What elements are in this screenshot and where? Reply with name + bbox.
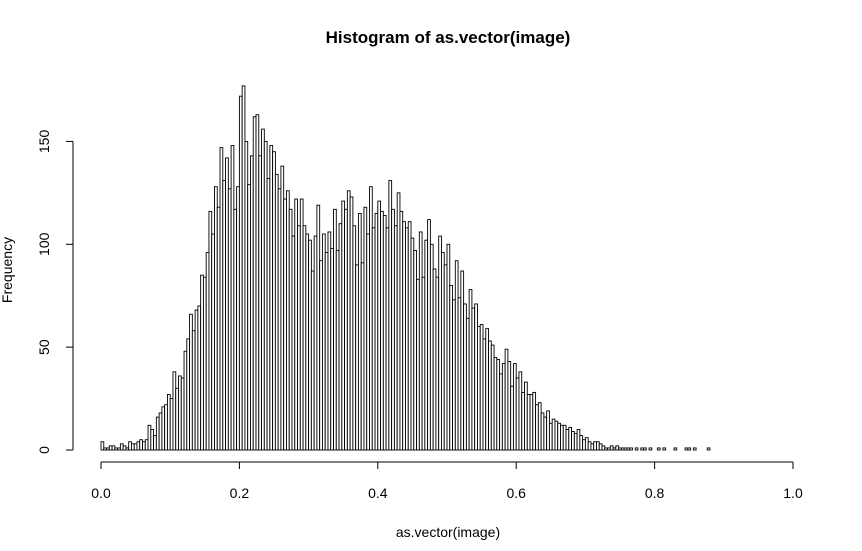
x-tick-label: 0.8 bbox=[645, 485, 665, 501]
x-axis-ticks: 0.0 0.2 0.4 0.6 0.8 1.0 bbox=[91, 462, 803, 501]
y-axis-label: Frequency bbox=[0, 237, 15, 303]
y-tick-label: 100 bbox=[36, 232, 52, 256]
x-axis-label: as.vector(image) bbox=[396, 524, 500, 540]
histogram-bar bbox=[648, 447, 653, 451]
x-tick-label: 0.4 bbox=[368, 485, 388, 501]
x-tick-label: 1.0 bbox=[783, 485, 803, 501]
y-axis-ticks: 0 50 100 150 bbox=[36, 130, 73, 454]
x-tick-label: 0.6 bbox=[506, 485, 526, 501]
histogram-bar bbox=[692, 447, 697, 451]
histogram-bar bbox=[706, 447, 711, 451]
histogram-bars bbox=[100, 85, 711, 451]
histogram-bar bbox=[629, 447, 633, 451]
y-tick-label: 50 bbox=[36, 339, 52, 355]
histogram-bar bbox=[662, 447, 667, 451]
histogram-bar bbox=[687, 447, 692, 451]
x-tick-label: 0.2 bbox=[230, 485, 250, 501]
y-tick-label: 0 bbox=[36, 446, 52, 454]
histogram-bar bbox=[100, 441, 105, 451]
histogram-bar bbox=[656, 447, 661, 451]
histogram-bar bbox=[643, 447, 647, 451]
histogram-bar bbox=[634, 447, 639, 451]
histogram-bar bbox=[673, 447, 678, 451]
chart-title: Histogram of as.vector(image) bbox=[326, 28, 571, 47]
x-tick-label: 0.0 bbox=[91, 485, 111, 501]
y-tick-label: 150 bbox=[36, 130, 52, 154]
